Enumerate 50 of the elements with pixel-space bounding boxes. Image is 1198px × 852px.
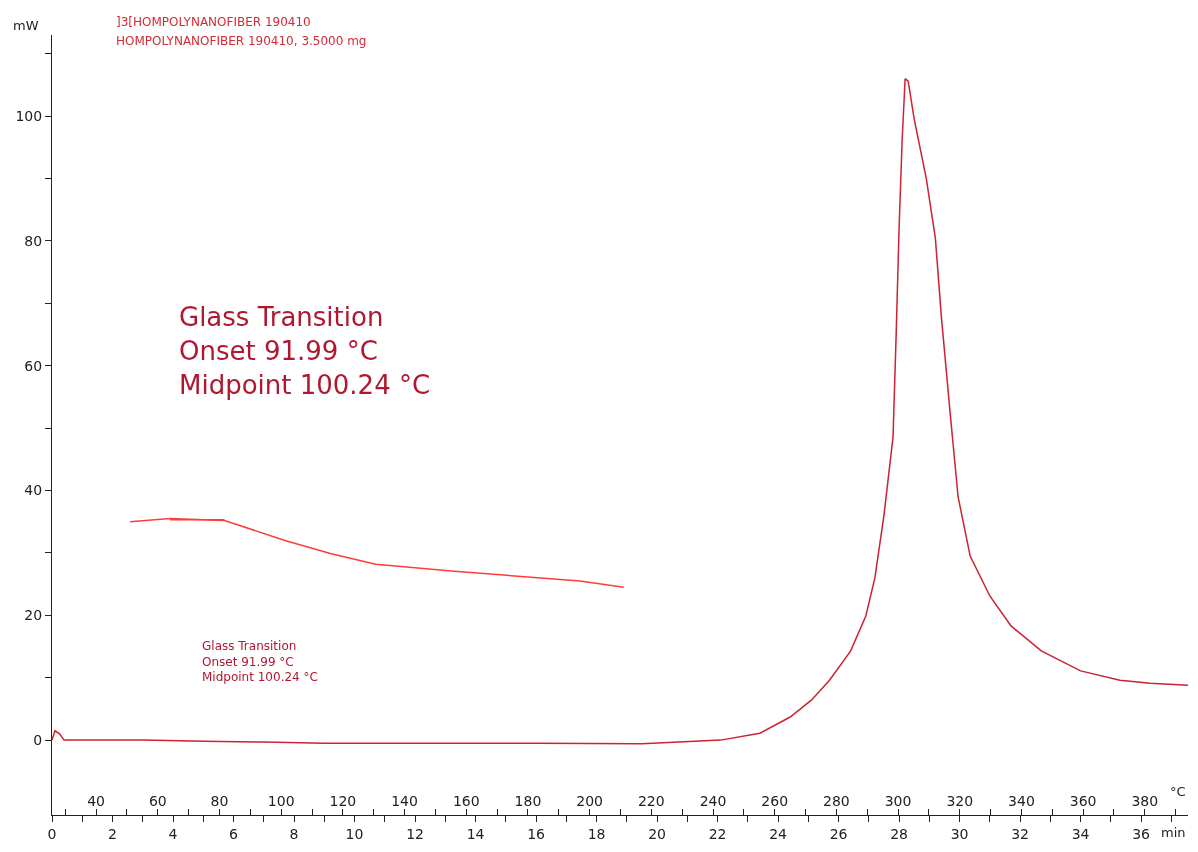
x-tick-label: 14 [466, 825, 485, 842]
x2-tick-label: 340 [1008, 793, 1035, 809]
x2-tick-label: 120 [329, 793, 357, 809]
x-tick-label: 12 [406, 825, 424, 842]
annotation: Glass Transition Onset 91.99 °C Midpoint 100.24 °C [179, 302, 431, 400]
x2-tick-label: 40 [87, 793, 106, 809]
x-axis-title: min [1161, 825, 1186, 840]
x-tick-label: 30 [950, 825, 969, 842]
y-tick-label: 20 [24, 607, 43, 624]
chart-subtitle: HOMPOLYNANOFIBER 190410, 3.5000 mg [116, 34, 367, 48]
x2-tick-label: 160 [452, 793, 480, 809]
x-tick-label: 10 [345, 825, 364, 842]
y-tick-label: 100 [15, 108, 43, 125]
x-tick-label: 6 [229, 825, 239, 842]
x2-tick-label: 180 [514, 793, 542, 809]
x2-tick-label: 60 [148, 793, 167, 809]
x2-tick-label: 240 [699, 793, 727, 809]
x2-tick-label: 80 [210, 793, 229, 809]
y-tick-label: 40 [24, 482, 43, 499]
x-tick-label: 0 [47, 825, 57, 842]
x-tick-label: 18 [587, 825, 606, 842]
x-tick-label: 36 [1132, 825, 1151, 842]
x-tick-label: 22 [708, 825, 727, 842]
x-tick-label: 2 [108, 825, 117, 842]
y-tick-label: 80 [24, 232, 43, 249]
x-tick-label: 24 [769, 825, 788, 842]
x2-tick-label: 300 [884, 793, 912, 809]
x-tick-label: 32 [1011, 825, 1030, 842]
x-tick-label: 8 [289, 825, 299, 842]
x2-axis-title: °C [1170, 784, 1186, 799]
y-tick-label: 60 [24, 357, 43, 374]
x-tick-label: 28 [890, 825, 908, 842]
x2-tick-label: 100 [267, 793, 295, 809]
x2-tick-label: 320 [946, 793, 974, 809]
x2-tick-label: 380 [1131, 793, 1159, 809]
annotation: Glass Transition Onset 91.99 °C Midpoint 100.24 °C [202, 639, 318, 685]
x2-tick-label: 260 [761, 793, 789, 809]
y-axis-title: mW [13, 18, 39, 33]
x2-tick-label: 200 [576, 793, 603, 809]
x-tick-label: 34 [1071, 825, 1090, 842]
x2-tick-label: 280 [823, 793, 850, 809]
x-tick-label: 26 [829, 825, 848, 842]
x-tick-label: 16 [527, 825, 546, 842]
x2-tick-label: 360 [1069, 793, 1097, 809]
x2-tick-label: 220 [637, 793, 665, 809]
chart-title: ]3[HOMPOLYNANOFIBER 190410 [116, 15, 311, 29]
y-tick-label: 0 [33, 732, 43, 749]
x2-tick-label: 140 [391, 793, 418, 809]
x-tick-label: 4 [168, 825, 178, 842]
x-tick-label: 20 [648, 825, 666, 842]
